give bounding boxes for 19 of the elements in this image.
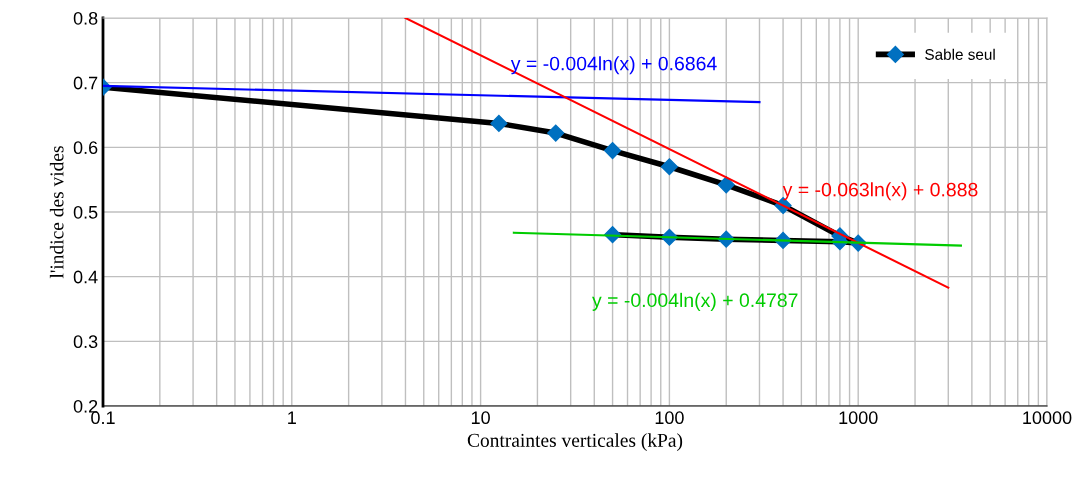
y-tick-label: 0.5	[73, 205, 98, 219]
x-tick-label: 100	[655, 411, 684, 425]
legend-label: Sable seul	[925, 48, 995, 60]
x-tick-label: 10	[471, 411, 490, 425]
x-tick-label: 0.1	[91, 411, 115, 425]
y-tick-label: 0.4	[73, 270, 98, 284]
x-tick-label: 1	[288, 411, 296, 424]
y-tick-label: 0.6	[73, 141, 98, 155]
annotation: y = -0.063ln(x) + 0.888	[782, 182, 978, 201]
y-axis-title: l'indice des vides	[49, 146, 64, 279]
x-tick-label: 10000	[1023, 411, 1072, 425]
y-tick-label: 0.7	[73, 76, 98, 90]
y-tick-label: 0.3	[73, 335, 98, 349]
x-tick-label: 1000	[839, 411, 878, 425]
x-axis-title: Contraintes verticales (kPa)	[467, 433, 683, 451]
annotation: y = -0.004ln(x) + 0.4787	[592, 292, 798, 311]
y-tick-label: 0.8	[73, 11, 98, 25]
y-tick-label: 0.2	[73, 399, 98, 413]
annotation: y = -0.004ln(x) + 0.6864	[510, 56, 717, 75]
